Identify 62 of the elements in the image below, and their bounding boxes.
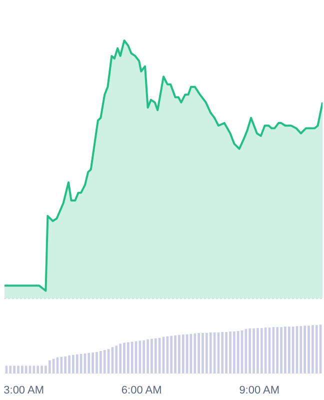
bar <box>209 332 212 374</box>
bar <box>115 346 118 374</box>
bar <box>150 338 153 374</box>
bar <box>158 338 161 374</box>
bar <box>284 326 286 374</box>
bar <box>304 326 306 374</box>
bar <box>60 356 63 374</box>
bar <box>68 355 70 374</box>
bar <box>52 358 55 374</box>
bar <box>119 344 122 374</box>
bar <box>174 335 176 374</box>
bar <box>206 332 208 374</box>
bar <box>236 330 240 374</box>
bar <box>130 342 134 374</box>
bar <box>40 366 43 374</box>
x-tick-label: 9:00 AM <box>239 384 280 396</box>
bar <box>315 325 318 374</box>
bar <box>88 352 90 374</box>
bar <box>260 328 263 374</box>
bar <box>182 334 184 374</box>
bar <box>288 326 290 374</box>
bar <box>280 327 282 374</box>
bar <box>48 360 51 374</box>
bar <box>92 352 94 374</box>
bar <box>166 336 169 374</box>
bar <box>248 328 252 374</box>
bar <box>300 326 302 374</box>
bar <box>312 325 314 374</box>
bar <box>103 350 106 374</box>
bar <box>146 339 149 374</box>
bar <box>24 366 28 374</box>
bar <box>198 332 200 374</box>
bar <box>276 327 279 374</box>
bar <box>202 332 204 374</box>
bar <box>20 366 24 374</box>
bar <box>36 366 40 374</box>
bar <box>252 328 255 374</box>
bar <box>264 328 267 374</box>
bar <box>13 366 16 374</box>
bar <box>72 354 74 374</box>
bar <box>9 366 12 374</box>
bar <box>232 331 236 374</box>
bar <box>126 342 130 374</box>
bar <box>229 331 232 374</box>
bar <box>142 340 146 374</box>
bar <box>96 352 98 374</box>
bar <box>272 327 275 374</box>
bar <box>194 333 196 374</box>
bar <box>100 351 102 374</box>
bar <box>17 366 20 374</box>
bar <box>225 332 228 374</box>
bar <box>308 326 310 374</box>
x-tick-label: 6:00 AM <box>121 384 162 396</box>
x-tick-label: 3:00 AM <box>4 384 44 396</box>
bar <box>123 342 126 374</box>
bar <box>76 354 78 374</box>
bar <box>170 336 173 374</box>
bar <box>178 334 180 374</box>
bar <box>64 356 67 374</box>
bar <box>256 328 259 374</box>
bar <box>154 338 157 374</box>
bar <box>221 332 224 374</box>
